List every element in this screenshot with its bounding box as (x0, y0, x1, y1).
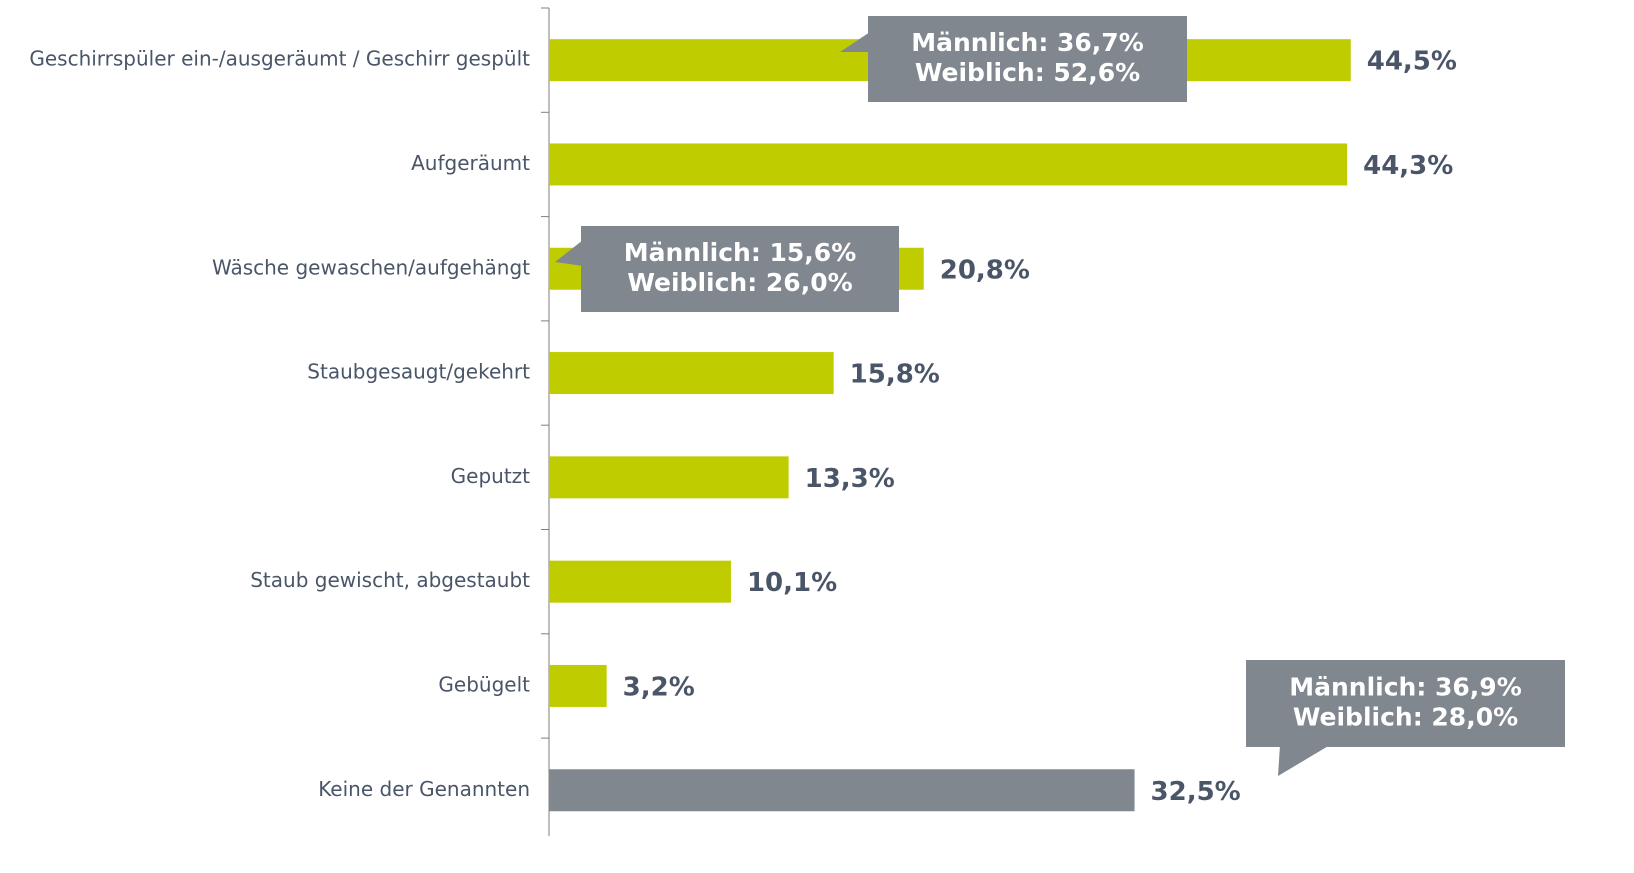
callout-text: Weiblich: 26,0% (627, 268, 852, 297)
value-label: 15,8% (850, 360, 940, 390)
category-label: Geschirrspüler ein-/ausgeräumt / Geschir… (29, 47, 530, 71)
callout-box (868, 16, 1187, 102)
category-label: Gebügelt (438, 672, 530, 696)
callout-text: Männlich: 15,6% (624, 238, 857, 267)
value-label: 10,1% (747, 568, 837, 598)
value-label: 44,5% (1367, 47, 1457, 77)
value-label: 44,3% (1363, 151, 1453, 181)
callout-text: Männlich: 36,9% (1289, 673, 1522, 702)
category-label: Staubgesaugt/gekehrt (307, 360, 530, 384)
category-label: Keine der Genannten (318, 777, 530, 801)
value-label: 13,3% (805, 464, 895, 494)
callout-pointer (1278, 745, 1330, 776)
bar (549, 143, 1348, 186)
callout-box (1246, 660, 1565, 747)
category-label: Geputzt (451, 464, 531, 488)
bar (549, 456, 789, 499)
callout-box (581, 226, 899, 312)
bar (549, 664, 607, 707)
callout-text: Weiblich: 52,6% (915, 58, 1140, 87)
value-label: 20,8% (940, 255, 1030, 285)
bar (549, 352, 834, 395)
value-label: 32,5% (1151, 777, 1241, 807)
bar (549, 560, 731, 603)
value-label: 3,2% (623, 672, 695, 702)
bar (549, 769, 1135, 812)
category-label: Staub gewischt, abgestaubt (250, 568, 530, 592)
callout-text: Männlich: 36,7% (911, 28, 1144, 57)
category-label: Wäsche gewaschen/aufgehängt (212, 255, 530, 279)
category-label: Aufgeräumt (411, 151, 530, 175)
callout-text: Weiblich: 28,0% (1293, 703, 1518, 732)
callout-pointer (555, 240, 583, 266)
